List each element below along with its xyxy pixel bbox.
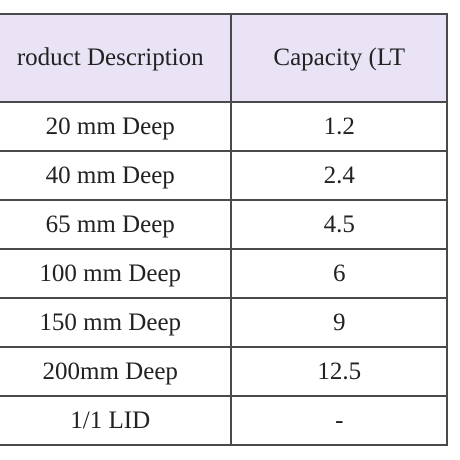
table-row: 20 mm Deep 1.2 — [0, 101, 448, 152]
product-capacity-table: roduct Description Capacity (LT 20 mm De… — [0, 13, 448, 446]
table-row: 200mm Deep 12.5 — [0, 346, 448, 397]
cell-capacity: 6 — [230, 248, 448, 299]
cell-description: 150 mm Deep — [0, 297, 233, 348]
cell-description: 20 mm Deep — [0, 101, 233, 152]
cell-description: 40 mm Deep — [0, 150, 233, 201]
cell-capacity: 4.5 — [230, 199, 448, 250]
cell-description: 65 mm Deep — [0, 199, 233, 250]
cell-capacity: 12.5 — [230, 346, 448, 397]
table-row: 1/1 LID - — [0, 395, 448, 446]
table-row: 100 mm Deep 6 — [0, 248, 448, 299]
cell-description: 1/1 LID — [0, 395, 233, 446]
cell-capacity: 1.2 — [230, 101, 448, 152]
header-capacity: Capacity (LT — [230, 13, 448, 103]
cell-capacity: - — [230, 395, 448, 446]
table-row: 40 mm Deep 2.4 — [0, 150, 448, 201]
table-row: 65 mm Deep 4.5 — [0, 199, 448, 250]
cell-capacity: 2.4 — [230, 150, 448, 201]
cell-description: 200mm Deep — [0, 346, 233, 397]
table-header-row: roduct Description Capacity (LT — [0, 13, 448, 103]
header-product-description: roduct Description — [0, 13, 233, 103]
table-row: 150 mm Deep 9 — [0, 297, 448, 348]
cell-capacity: 9 — [230, 297, 448, 348]
cell-description: 100 mm Deep — [0, 248, 233, 299]
